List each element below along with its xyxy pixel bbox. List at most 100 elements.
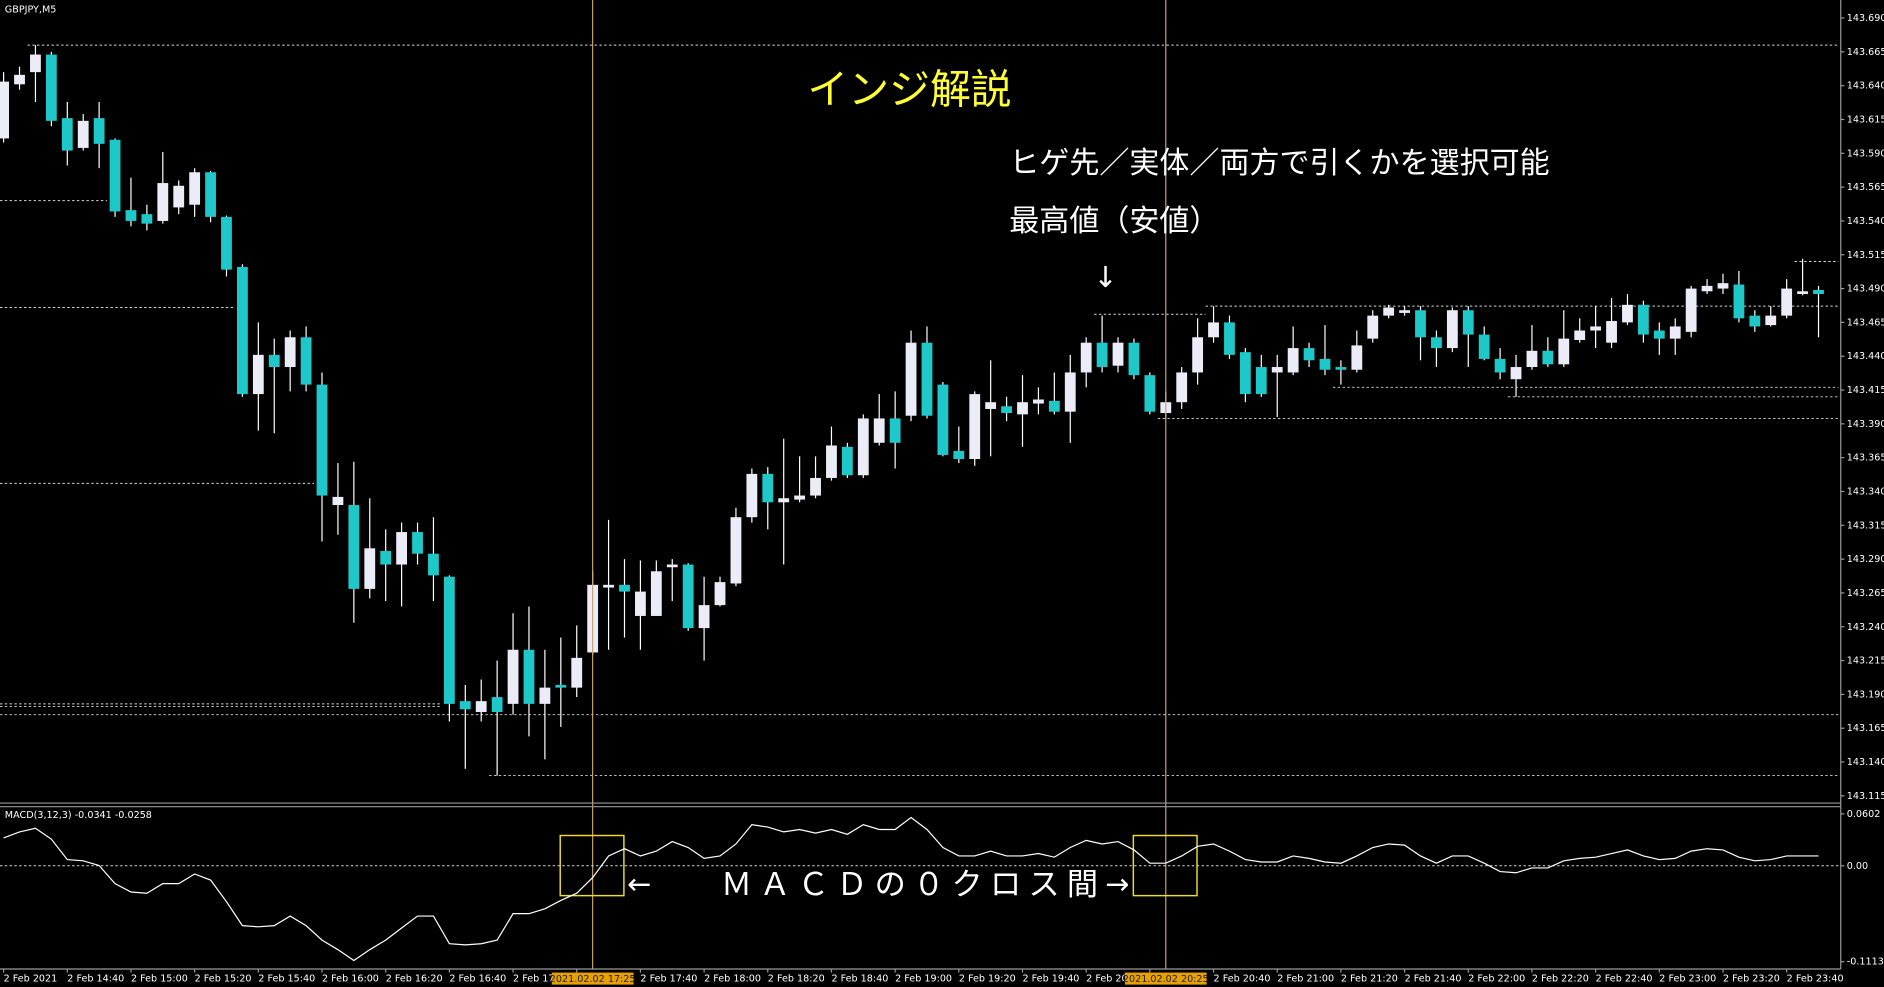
y-tick-label: 143.440 xyxy=(1847,351,1884,362)
candle-body xyxy=(252,354,264,395)
candle-body xyxy=(1462,310,1474,335)
candle-body xyxy=(1335,367,1347,370)
annotation-arrow: ↓ xyxy=(1093,260,1117,294)
candle-body xyxy=(1478,334,1490,359)
candle-body xyxy=(1303,348,1315,361)
candle-body xyxy=(873,418,885,443)
y-tick-label: 143.240 xyxy=(1847,622,1884,633)
y-tick-label: 143.290 xyxy=(1847,554,1884,565)
candle-body xyxy=(1558,338,1570,365)
x-tick-label: 2 Feb 21:40 xyxy=(1405,974,1462,985)
annotation-note: ヒゲ先／実体／両方で引くかを選択可能 xyxy=(1009,146,1549,181)
y-tick-label: 143.190 xyxy=(1847,689,1884,700)
candle-body xyxy=(1494,358,1506,373)
x-tick-label: 2 Feb 19:20 xyxy=(959,974,1016,985)
candle-body xyxy=(141,214,153,224)
candle-body xyxy=(125,210,137,221)
x-tick-label: 2 Feb 14:40 xyxy=(67,974,124,985)
x-tick-label: 2 Feb 18:40 xyxy=(831,974,888,985)
candle-body xyxy=(284,337,296,368)
candle-body xyxy=(380,551,392,565)
annotation-arrow: → xyxy=(1105,867,1129,901)
candle-body xyxy=(794,495,806,500)
candle-body xyxy=(237,266,248,395)
symbol-title: GBPJPY,M5 xyxy=(5,5,57,16)
annotation-arrow: ← xyxy=(627,867,651,901)
y-tick-label: 143.265 xyxy=(1847,588,1884,599)
candle-body xyxy=(1701,285,1713,292)
candle-body xyxy=(953,450,965,460)
candle-body xyxy=(1208,322,1219,338)
candle-body xyxy=(698,605,710,629)
candle-body xyxy=(523,649,535,704)
candle-body xyxy=(1431,337,1442,349)
candle-body xyxy=(1080,342,1092,373)
candle-body xyxy=(1017,402,1028,415)
candle-body xyxy=(1574,330,1586,340)
candle-body xyxy=(650,571,662,616)
x-tick-label: 2 Feb 16:40 xyxy=(449,974,506,985)
x-tick-label: 2 Feb 22:40 xyxy=(1596,974,1653,985)
candle-body xyxy=(491,697,503,712)
y-tick-label: 0.0602 xyxy=(1847,809,1881,820)
candle-body xyxy=(1064,372,1076,412)
candle-body xyxy=(189,172,201,205)
candle-body xyxy=(841,446,853,476)
y-tick-label: 143.465 xyxy=(1847,317,1884,328)
candle-body xyxy=(937,384,949,455)
x-tick-label: 2 Feb 19:40 xyxy=(1023,974,1080,985)
candle-body xyxy=(221,216,232,270)
annotation-note: ＭＡＣＤの０クロス間 xyxy=(721,867,1105,903)
candle-body xyxy=(985,402,997,409)
y-tick-label: 143.340 xyxy=(1847,486,1884,497)
candle-body xyxy=(1733,284,1745,319)
candle-body xyxy=(969,394,981,460)
candle-body xyxy=(1653,330,1665,339)
x-tick-label: 2 Feb 21:20 xyxy=(1341,974,1398,985)
macd-title: MACD(3,12,3) -0.0341 -0.0258 xyxy=(5,810,152,821)
candle-body xyxy=(746,473,758,518)
x-tick-label: 2 Feb 15:00 xyxy=(131,974,188,985)
y-tick-label: 143.315 xyxy=(1847,520,1884,531)
x-tick-label: 2 Feb 2021 xyxy=(4,974,58,985)
y-tick-label: 143.215 xyxy=(1847,656,1884,667)
annotation-note: 最高値（安値） xyxy=(1009,204,1219,239)
x-tick-label: 2 Feb 22:00 xyxy=(1468,974,1525,985)
candle-body xyxy=(77,120,89,148)
candle-body xyxy=(1749,315,1761,327)
y-tick-label: 143.115 xyxy=(1847,791,1884,802)
candle-body xyxy=(268,354,280,368)
x-tick-label: 2 Feb 19:00 xyxy=(895,974,952,985)
candle-body xyxy=(857,418,869,476)
y-tick-label: 143.665 xyxy=(1847,47,1884,58)
candle-body xyxy=(810,477,821,496)
candle-body xyxy=(1542,350,1554,365)
y-tick-label: 143.390 xyxy=(1847,419,1884,430)
candle-body xyxy=(1510,367,1522,380)
candle-body xyxy=(762,473,774,503)
x-tick-label: 2 Feb 23:20 xyxy=(1723,974,1780,985)
candle-body xyxy=(1319,358,1331,370)
y-tick-label: 143.165 xyxy=(1847,723,1884,734)
candle-body xyxy=(475,701,487,712)
candle-body xyxy=(1415,310,1426,338)
candle-body xyxy=(364,548,376,589)
candle-body xyxy=(316,384,328,496)
candle-body xyxy=(109,139,121,212)
candle-body xyxy=(93,118,105,144)
candle-body xyxy=(459,701,471,710)
candle-body xyxy=(1096,342,1108,368)
candle-body xyxy=(1112,342,1124,366)
candle-body xyxy=(905,342,917,416)
candle-body xyxy=(428,553,439,576)
x-tick-label: 2 Feb 20:00 xyxy=(1086,974,1143,985)
candle-body xyxy=(45,54,57,121)
candle-body xyxy=(778,498,790,503)
y-tick-label: 143.615 xyxy=(1847,114,1884,125)
candle-body xyxy=(1622,304,1633,323)
candle-body xyxy=(396,532,408,565)
candle-body xyxy=(635,591,646,616)
y-tick-label: 143.365 xyxy=(1847,453,1884,464)
